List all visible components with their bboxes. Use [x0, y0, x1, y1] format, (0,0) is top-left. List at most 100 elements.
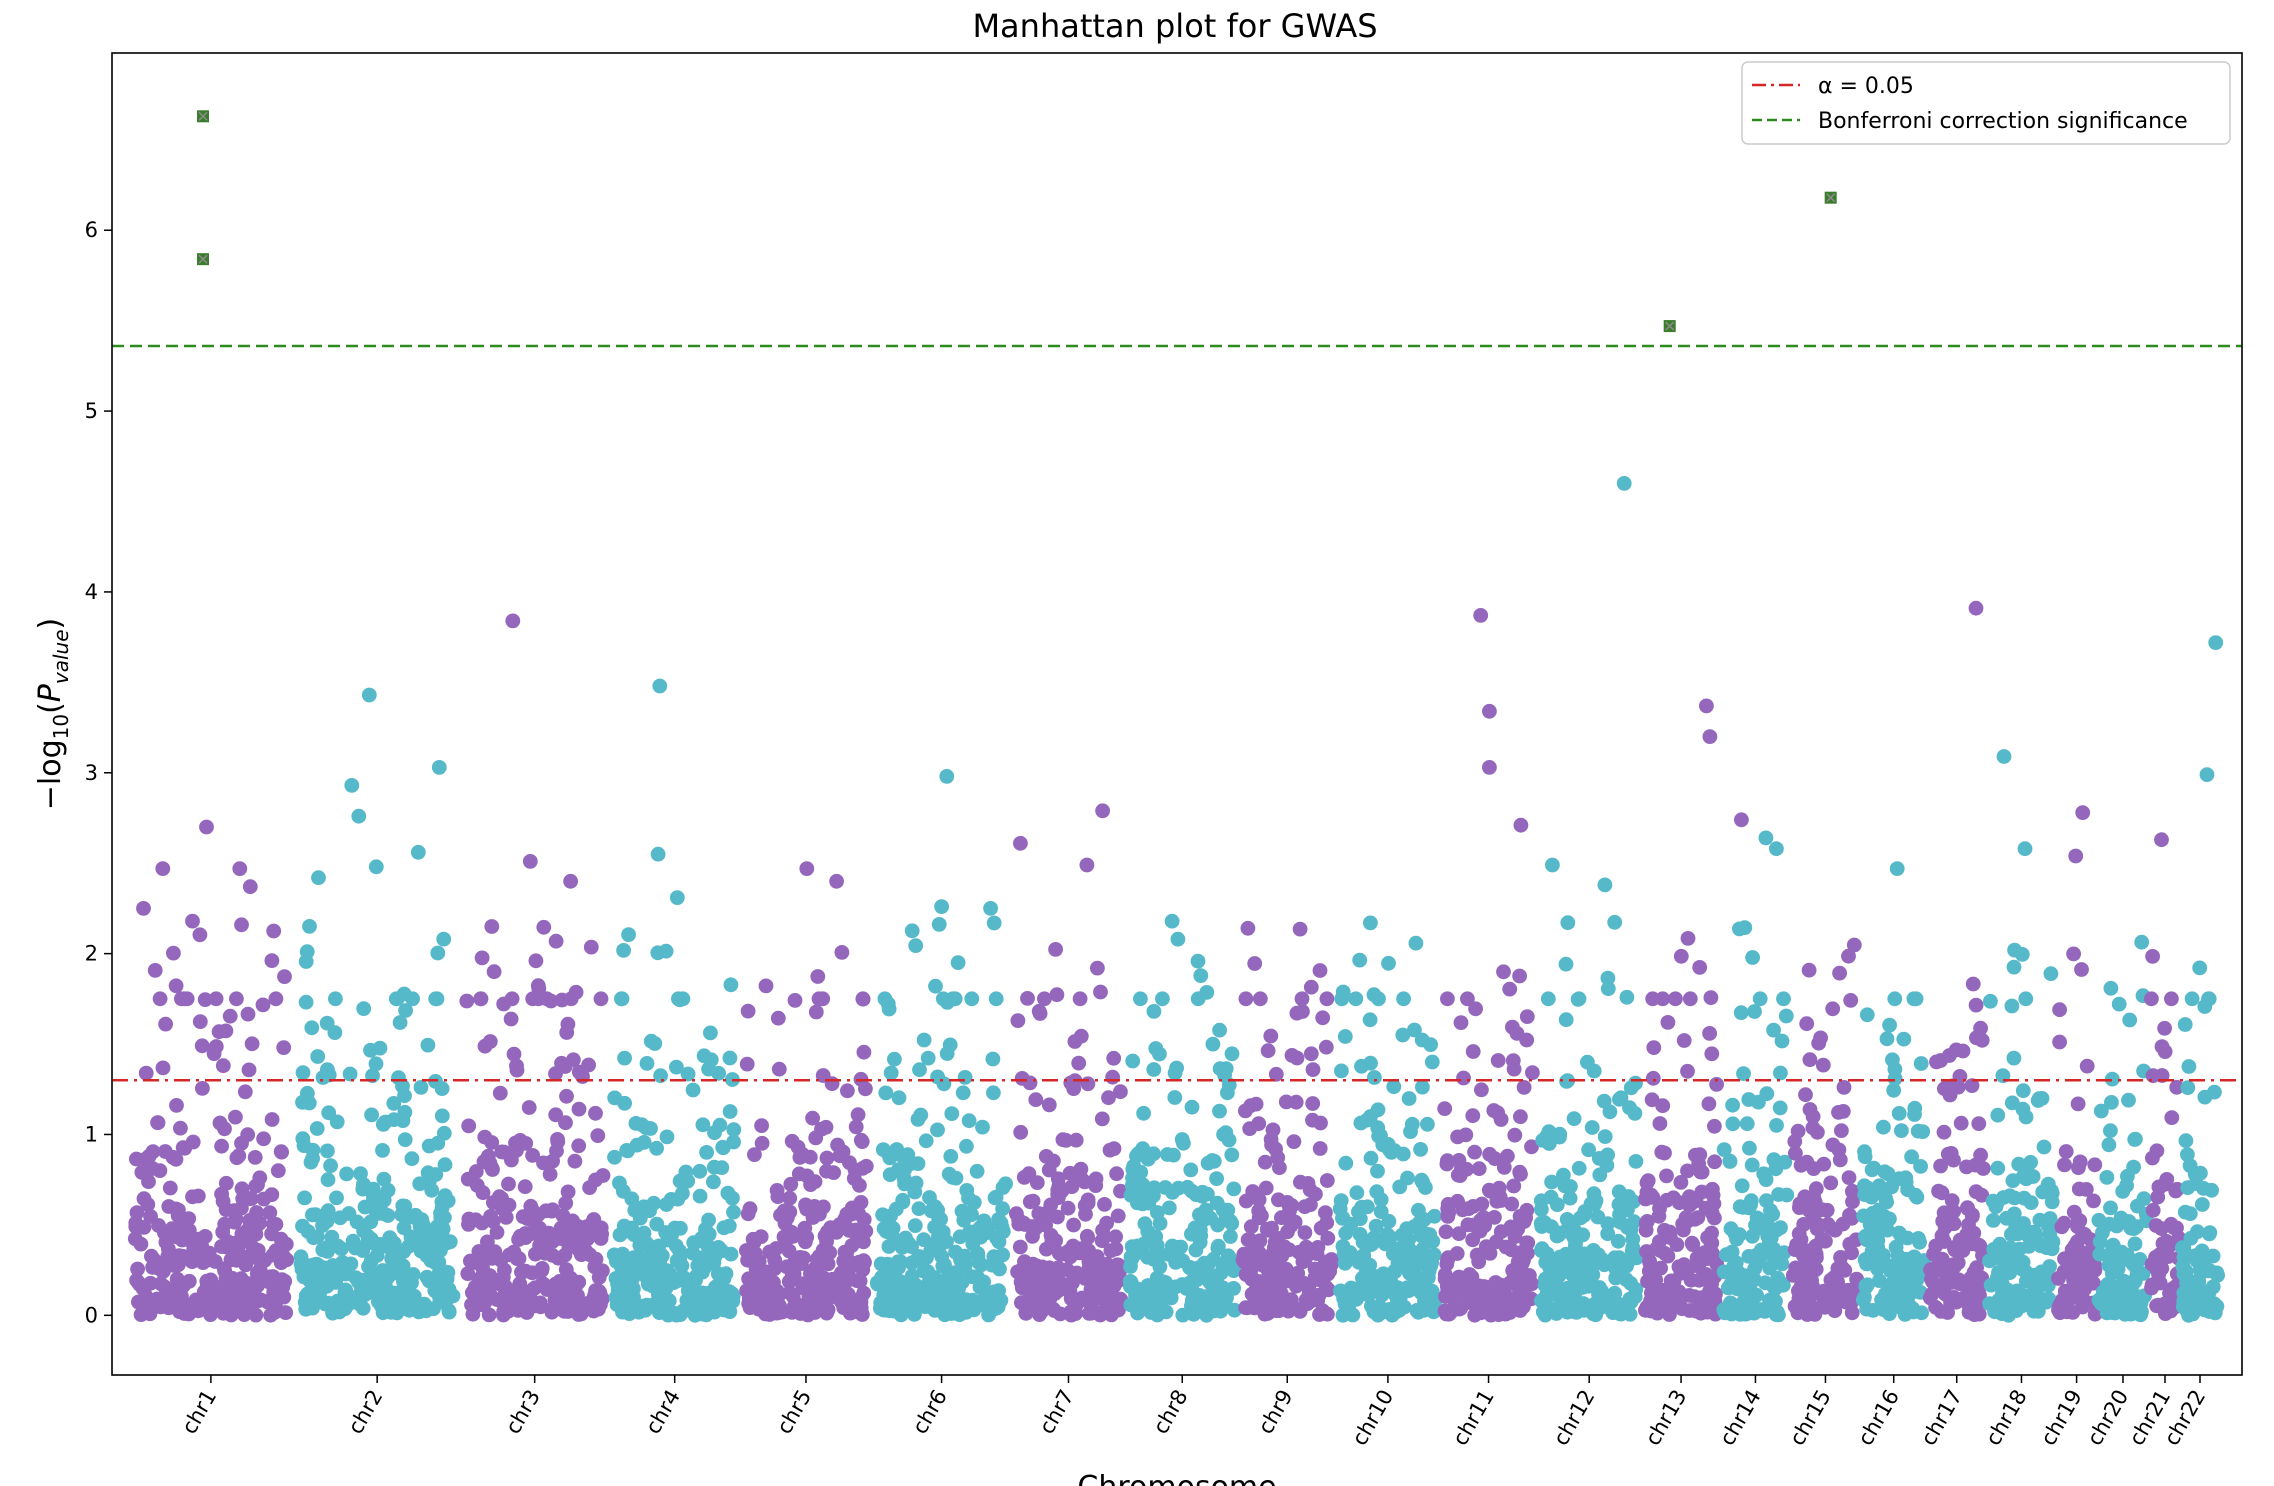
snp-point: [1660, 1015, 1676, 1030]
snp-point: [840, 1272, 856, 1288]
snp-point: [143, 1209, 159, 1224]
snp-point: [138, 1288, 154, 1304]
notable-point-chr4: [669, 890, 685, 905]
snp-point: [303, 1154, 319, 1170]
snp-point: [1506, 1276, 1521, 1292]
snp-point: [1563, 1179, 1578, 1194]
snp-point: [480, 1234, 495, 1250]
snp-point: [1894, 1123, 1909, 1138]
snp-point: [530, 1207, 546, 1223]
snp-point: [2004, 1095, 2020, 1111]
snp-point: [235, 1191, 251, 1207]
snp-point: [2028, 1229, 2043, 1244]
snp-point: [1366, 987, 1382, 1003]
notable-point-chr2: [351, 808, 367, 824]
snp-point: [688, 1268, 704, 1284]
snp-point: [1646, 1040, 1662, 1055]
snp-point: [1832, 965, 1847, 981]
snp-point: [1952, 1276, 1968, 1292]
snp-point: [2169, 1079, 2185, 1095]
snp-point: [386, 1096, 402, 1111]
snp-point: [992, 1261, 1007, 1277]
snp-point: [935, 1224, 951, 1240]
snp-point: [1813, 1030, 1828, 1046]
snp-point: [2036, 1139, 2052, 1155]
snp-point: [1619, 1219, 1635, 1235]
snp-point: [621, 927, 636, 942]
snp-point: [959, 1138, 974, 1154]
notable-point-chr22: [2199, 767, 2215, 782]
snp-point: [1562, 1190, 1578, 1206]
chromosome-points-chr11: [1437, 964, 1540, 1323]
snp-point: [1024, 1219, 1040, 1234]
snp-point: [1312, 1307, 1327, 1322]
snp-point: [1823, 1175, 1839, 1191]
snp-point: [1140, 1233, 1156, 1248]
snp-point: [1223, 1229, 1238, 1244]
snp-point: [273, 1144, 289, 1159]
chromosome-points-chr6: [870, 915, 1013, 1323]
snp-point: [2157, 1020, 2173, 1036]
snp-point: [317, 1260, 332, 1276]
snp-point: [262, 1274, 277, 1290]
snp-point: [218, 1175, 234, 1191]
snp-point: [1268, 1303, 1284, 1319]
snp-point: [295, 1065, 311, 1080]
snp-point: [1365, 1276, 1380, 1292]
snp-point: [1490, 1053, 1506, 1068]
snp-point: [1221, 1132, 1237, 1148]
snp-point: [369, 1248, 385, 1263]
snp-point: [848, 1119, 864, 1135]
snp-point: [531, 981, 547, 997]
snp-point: [501, 1176, 516, 1192]
snp-point: [2177, 1017, 2193, 1032]
snp-point: [1857, 1144, 1872, 1160]
snp-point: [805, 1110, 820, 1126]
snp-point: [1390, 1256, 1406, 1271]
snp-point: [617, 1050, 632, 1066]
snp-point: [807, 1199, 822, 1214]
snp-point: [559, 1025, 575, 1040]
snp-point: [1682, 1189, 1697, 1205]
snp-point: [1066, 1217, 1081, 1233]
snp-point: [1768, 1307, 1784, 1323]
snp-point: [1461, 1295, 1477, 1310]
snp-point: [1982, 1253, 1997, 1269]
snp-point: [496, 1144, 512, 1160]
snp-point: [2075, 1293, 2091, 1309]
snp-point: [1625, 1231, 1641, 1247]
snp-point: [255, 997, 271, 1013]
snp-point: [355, 1243, 371, 1258]
snp-point: [659, 1129, 675, 1145]
snp-point: [2205, 1279, 2221, 1295]
snp-point: [754, 1135, 770, 1151]
snp-point: [1887, 1071, 1903, 1086]
snp-point: [582, 1180, 597, 1195]
snp-point: [208, 991, 224, 1007]
snp-point: [1255, 1282, 1271, 1298]
snp-point: [1520, 1235, 1536, 1251]
snp-point: [536, 919, 552, 935]
snp-point: [990, 1296, 1005, 1312]
snp-point: [701, 1247, 716, 1263]
snp-point: [1502, 981, 1518, 997]
snp-point: [356, 1001, 372, 1016]
snp-point: [2144, 991, 2159, 1007]
snp-point: [1687, 1211, 1703, 1227]
snp-point: [340, 1287, 355, 1302]
snp-point: [1176, 1135, 1191, 1151]
snp-point: [1562, 1249, 1577, 1264]
snp-point: [1238, 1300, 1254, 1316]
snp-point: [1199, 985, 1215, 1000]
snp-point: [1702, 1026, 1717, 1041]
snp-point: [1513, 1166, 1528, 1182]
snp-point: [274, 1272, 290, 1288]
snp-point: [1110, 1208, 1126, 1224]
snp-point: [858, 1158, 874, 1174]
snp-point: [1858, 1278, 1874, 1293]
snp-point: [385, 1247, 401, 1263]
notable-point-chr18: [1996, 749, 2012, 764]
legend-alpha-label: α = 0.05: [1818, 74, 1914, 99]
snp-point: [1540, 991, 1556, 1007]
snp-point: [1060, 1200, 1076, 1216]
